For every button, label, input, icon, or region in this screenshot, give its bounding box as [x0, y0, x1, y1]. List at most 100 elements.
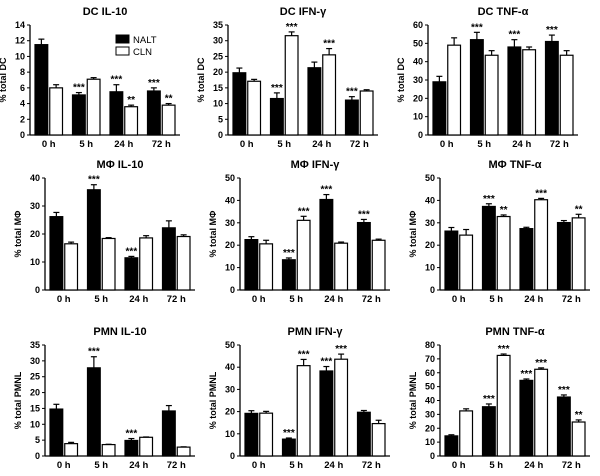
- y-tick-label: 30: [213, 36, 223, 46]
- bar-nalt: [469, 39, 484, 136]
- y-tick-label: 50: [413, 38, 423, 48]
- y-tick-label: 5: [35, 435, 40, 445]
- bar-cln: [247, 80, 262, 136]
- x-tick-label: 24 h: [129, 460, 148, 471]
- significance-marker: ***: [323, 39, 335, 50]
- bar-cln: [176, 235, 191, 291]
- significance-marker: ***: [471, 22, 483, 33]
- y-tick-label: 30: [225, 218, 235, 228]
- bar-nalt: [356, 411, 371, 457]
- bar-cln: [139, 237, 154, 291]
- bar-cln: [334, 242, 349, 291]
- y-tick-label: 10: [30, 419, 40, 429]
- x-tick-label: 0 h: [57, 294, 71, 305]
- y-tick-label: 40: [225, 195, 235, 205]
- x-tick-label: 0 h: [252, 294, 266, 305]
- x-tick-label: 0 h: [57, 460, 71, 471]
- x-tick-label: 24 h: [324, 460, 343, 471]
- significance-marker: ***: [283, 428, 295, 439]
- significance-marker: ***: [558, 385, 570, 396]
- bar-cln: [124, 106, 139, 136]
- y-tick-label: 20: [30, 388, 40, 398]
- y-tick-label: 0: [430, 285, 435, 295]
- y-tick-label: 10: [425, 263, 435, 273]
- bar-nalt: [86, 367, 101, 457]
- bar-nalt: [244, 239, 259, 291]
- bar-cln: [459, 410, 474, 457]
- significance-marker: ***: [148, 78, 160, 89]
- significance-marker: ***: [286, 22, 298, 33]
- significance-marker: ***: [88, 347, 100, 358]
- y-tick-label: 30: [425, 409, 435, 419]
- y-tick-label: 14: [15, 20, 25, 30]
- significance-marker: ***: [535, 188, 547, 199]
- y-tick-label: 35: [213, 20, 223, 30]
- y-tick-label: 20: [225, 240, 235, 250]
- significance-marker: **: [500, 205, 508, 216]
- significance-marker: ***: [271, 83, 283, 94]
- y-tick-label: 0: [35, 451, 40, 461]
- y-tick-label: 12: [15, 36, 25, 46]
- x-tick-label: 0 h: [252, 460, 266, 471]
- x-tick-label: 72 h: [562, 294, 581, 305]
- y-tick-label: 25: [30, 372, 40, 382]
- bar-cln: [522, 49, 537, 136]
- significance-marker: **: [127, 95, 135, 106]
- significance-marker: ***: [298, 349, 310, 360]
- bar-cln: [322, 54, 337, 136]
- significance-marker: ***: [546, 25, 558, 36]
- bar-cln: [296, 365, 311, 457]
- bar-cln: [49, 87, 64, 136]
- y-tick-label: 10: [425, 437, 435, 447]
- y-axis-label: % total MΦ: [408, 210, 418, 257]
- panel-title: MΦ TNF-α: [488, 159, 541, 171]
- x-tick-label: 72 h: [167, 294, 186, 305]
- bar-cln: [459, 234, 474, 291]
- bar-nalt: [124, 439, 139, 457]
- significance-marker: ***: [335, 344, 347, 355]
- x-tick-label: 24 h: [114, 139, 133, 150]
- y-tick-label: 50: [225, 173, 235, 183]
- y-tick-label: 20: [30, 229, 40, 239]
- panel-title: PMN TNF-α: [485, 326, 545, 338]
- bar-nalt: [232, 72, 247, 136]
- significance-marker: ***: [358, 209, 370, 220]
- significance-marker: ***: [346, 87, 358, 98]
- significance-marker: ***: [535, 358, 547, 369]
- significance-marker: ***: [321, 185, 333, 196]
- y-tick-label: 0: [230, 451, 235, 461]
- y-tick-label: 0: [418, 130, 423, 140]
- x-tick-label: 0 h: [452, 460, 466, 471]
- legend-label-cln: CLN: [133, 47, 152, 58]
- y-tick-label: 10: [413, 112, 423, 122]
- panel-title: PMN IFN-γ: [288, 326, 344, 338]
- significance-marker: ***: [126, 429, 138, 440]
- bar-nalt: [556, 396, 571, 457]
- bar-cln: [447, 44, 462, 136]
- bar-nalt: [519, 379, 534, 457]
- y-tick-label: 10: [30, 257, 40, 267]
- x-tick-label: 24 h: [524, 460, 543, 471]
- x-tick-label: 5 h: [289, 460, 303, 471]
- bar-nalt: [269, 97, 284, 136]
- bar-nalt: [444, 435, 459, 457]
- y-tick-label: 10: [225, 263, 235, 273]
- bar-cln: [161, 104, 176, 136]
- bar-cln: [496, 215, 511, 291]
- y-tick-label: 2: [20, 114, 25, 124]
- significance-marker: ***: [283, 248, 295, 259]
- bar-nalt: [556, 221, 571, 291]
- bar-cln: [139, 436, 154, 457]
- panel-title: PMN IL-10: [93, 326, 146, 338]
- significance-marker: ***: [483, 194, 495, 205]
- legend-swatch-cln: [115, 46, 130, 56]
- bar-nalt: [161, 227, 176, 291]
- bar-cln: [296, 219, 311, 291]
- y-axis-label: % total DC: [196, 57, 206, 103]
- bar-cln: [359, 90, 374, 136]
- bar-nalt: [49, 408, 64, 457]
- x-tick-label: 72 h: [350, 139, 369, 150]
- bar-cln: [571, 421, 586, 457]
- x-tick-label: 0 h: [240, 139, 254, 150]
- x-tick-label: 5 h: [477, 139, 491, 150]
